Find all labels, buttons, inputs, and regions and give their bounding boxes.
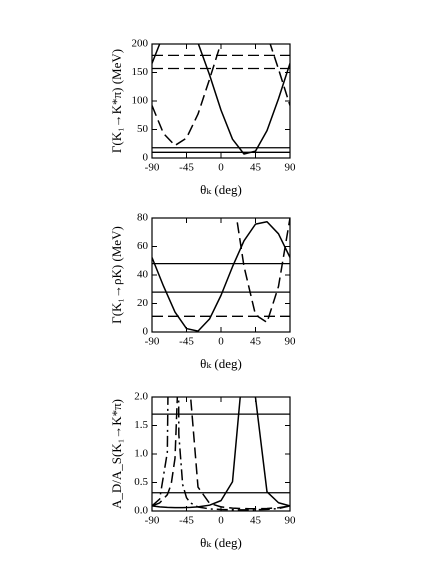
plot-area: [152, 397, 290, 511]
curve: [152, 397, 290, 511]
plot-area: [152, 218, 290, 332]
x-axis-label: θₖ (deg): [200, 535, 242, 550]
y-axis-label: Γ(K₁→ρK) (MeV): [109, 226, 124, 324]
curve: [152, 397, 290, 510]
y-tick-label: 150: [132, 66, 149, 78]
x-tick-label: 45: [250, 336, 262, 348]
curve: [152, 44, 290, 155]
y-tick-label: 1.0: [134, 448, 148, 460]
x-tick-label: -45: [179, 336, 194, 348]
y-tick-label: 1.5: [134, 419, 148, 431]
y-tick-label: 0: [143, 152, 149, 164]
x-tick-label: -90: [145, 515, 160, 527]
x-tick-label: -90: [145, 162, 160, 174]
x-tick-label: 90: [285, 336, 297, 348]
curve: [152, 397, 290, 509]
x-tick-label: 0: [218, 336, 224, 348]
x-tick-label: 45: [250, 515, 262, 527]
y-axis-label: Γ(K₁→K*π) (MeV): [109, 49, 124, 153]
y-axis-label: A_D/A_S(K₁→K*π): [109, 399, 124, 509]
plot-area: [152, 44, 290, 155]
y-tick-label: 40: [137, 269, 149, 281]
y-tick-label: 60: [137, 240, 149, 252]
x-tick-label: 0: [218, 162, 224, 174]
x-tick-label: -45: [179, 515, 194, 527]
y-tick-label: 50: [137, 123, 149, 135]
x-axis-label: θₖ (deg): [200, 356, 242, 371]
y-tick-label: 80: [137, 212, 149, 224]
curve: [152, 220, 290, 332]
x-tick-label: 90: [285, 515, 297, 527]
plot-frame: [151, 43, 291, 159]
y-tick-label: 0: [143, 326, 149, 338]
y-tick-label: 100: [132, 95, 149, 107]
y-tick-label: 0.0: [134, 505, 148, 517]
y-tick-label: 0.5: [134, 476, 148, 488]
x-tick-label: 90: [285, 162, 297, 174]
x-tick-label: -45: [179, 162, 194, 174]
x-tick-label: 45: [250, 162, 262, 174]
x-axis-label: θₖ (deg): [200, 182, 242, 197]
x-tick-label: 0: [218, 515, 224, 527]
y-tick-label: 2.0: [134, 391, 148, 403]
y-tick-label: 200: [132, 38, 149, 50]
x-tick-label: -90: [145, 336, 160, 348]
y-tick-label: 20: [137, 297, 149, 309]
